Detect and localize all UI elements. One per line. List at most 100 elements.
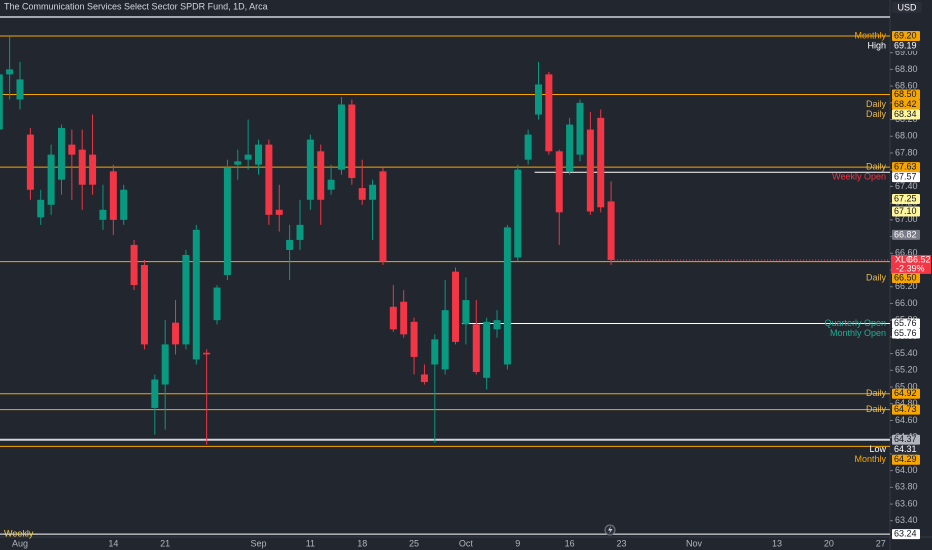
y-tick-label: 66.60	[895, 248, 918, 258]
x-tick-label: Nov	[686, 538, 703, 548]
candle-body	[358, 188, 366, 200]
y-tick-label: 67.40	[895, 181, 918, 191]
x-tick-label: 11	[306, 538, 315, 548]
candle-body	[213, 287, 221, 321]
y-tick-label: 67.80	[895, 147, 918, 157]
price-box-label: 68.34	[894, 109, 917, 119]
y-tick-label: 68.00	[895, 131, 918, 141]
candle-body	[151, 379, 159, 408]
candle-body	[37, 199, 45, 218]
price-box-label: 69.20	[894, 30, 917, 40]
candle-body	[255, 144, 263, 165]
price-box-label: 64.29	[894, 454, 917, 464]
x-tick-label: 14	[108, 538, 118, 548]
price-box-label: 68.50	[894, 89, 917, 99]
x-tick-label: 13	[772, 538, 782, 548]
level-tag: Weekly	[4, 528, 34, 538]
level-tag: Daily	[866, 109, 887, 119]
x-tick-label: 21	[160, 538, 170, 548]
candle-body	[503, 227, 511, 365]
last-price: 66.52	[908, 254, 931, 264]
price-box	[892, 30, 920, 41]
candle-body	[130, 244, 138, 286]
price-box	[892, 89, 920, 100]
candle-body	[327, 179, 335, 190]
candle-body	[348, 104, 356, 179]
currency-button[interactable]	[892, 2, 922, 13]
price-box-label: 69.19	[894, 40, 917, 50]
candle-body	[472, 324, 480, 372]
x-tick-label: 16	[565, 538, 575, 548]
level-tag: Monthly Open	[830, 328, 886, 338]
candle-body	[379, 171, 387, 262]
y-tick-label: 66.00	[895, 298, 918, 308]
candle-body	[78, 149, 86, 185]
candle-body	[586, 129, 594, 212]
candle-body	[68, 144, 76, 155]
candle-body	[524, 134, 532, 160]
price-box	[892, 172, 920, 183]
price-box	[892, 206, 920, 217]
y-tick-label: 68.60	[895, 80, 918, 90]
candle-body	[566, 124, 574, 172]
last-symbol: XLC	[895, 254, 913, 264]
event-icon-glyph	[608, 526, 613, 534]
x-tick-label: 23	[616, 538, 626, 548]
level-tag: Daily	[866, 404, 887, 414]
candle-body	[109, 171, 117, 220]
price-box-label: 67.63	[894, 162, 917, 172]
candle-body	[462, 300, 470, 325]
level-tag: Daily	[866, 272, 887, 282]
candle-body	[234, 161, 242, 165]
price-box	[892, 454, 920, 465]
price-box	[892, 193, 920, 204]
level-tag: Monthly	[854, 454, 886, 464]
price-box-label: 65.76	[894, 318, 917, 328]
y-tick-label: 65.20	[895, 365, 918, 375]
y-tick-label: 66.20	[895, 281, 918, 291]
candle-body	[286, 239, 294, 250]
price-box	[892, 388, 920, 399]
price-box	[892, 434, 920, 445]
candle-body	[99, 209, 107, 220]
level-tag: Daily	[866, 388, 887, 398]
candle-body	[545, 74, 553, 152]
candle-body	[420, 374, 428, 383]
price-box	[892, 272, 920, 283]
candle-body	[203, 352, 211, 355]
price-box	[892, 40, 920, 51]
candle-body	[576, 102, 584, 155]
price-box-label: 68.42	[894, 99, 917, 109]
candle-body	[172, 322, 180, 345]
price-box	[892, 328, 920, 339]
y-tick-label: 67.00	[895, 214, 918, 224]
x-tick-label: 18	[357, 538, 367, 548]
candle-body	[410, 321, 418, 357]
y-tick-label: 63.80	[895, 482, 918, 492]
y-tick-label: 69.00	[895, 47, 918, 57]
price-box-label: 65.76	[894, 328, 917, 338]
price-box-label: 66.82	[894, 229, 917, 239]
candle-body	[161, 344, 169, 385]
currency-label: USD	[897, 2, 917, 12]
y-tick-label: 65.40	[895, 348, 918, 358]
price-box	[892, 404, 920, 415]
last-price-box	[891, 254, 931, 274]
candle-body	[431, 339, 439, 365]
candle-body	[306, 139, 314, 200]
candle-body	[26, 134, 34, 190]
candle-body	[57, 127, 65, 180]
candle-body	[120, 189, 128, 220]
y-tick-label: 64.00	[895, 465, 918, 475]
candle-body	[140, 264, 148, 345]
chart-title: The Communication Services Select Sector…	[4, 1, 268, 11]
candle-body	[182, 254, 190, 345]
candle-body	[317, 151, 325, 200]
candle-body	[369, 184, 377, 200]
y-tick-label: 65.00	[895, 381, 918, 391]
candle-body	[192, 229, 200, 360]
x-tick-label: Sep	[251, 538, 267, 548]
